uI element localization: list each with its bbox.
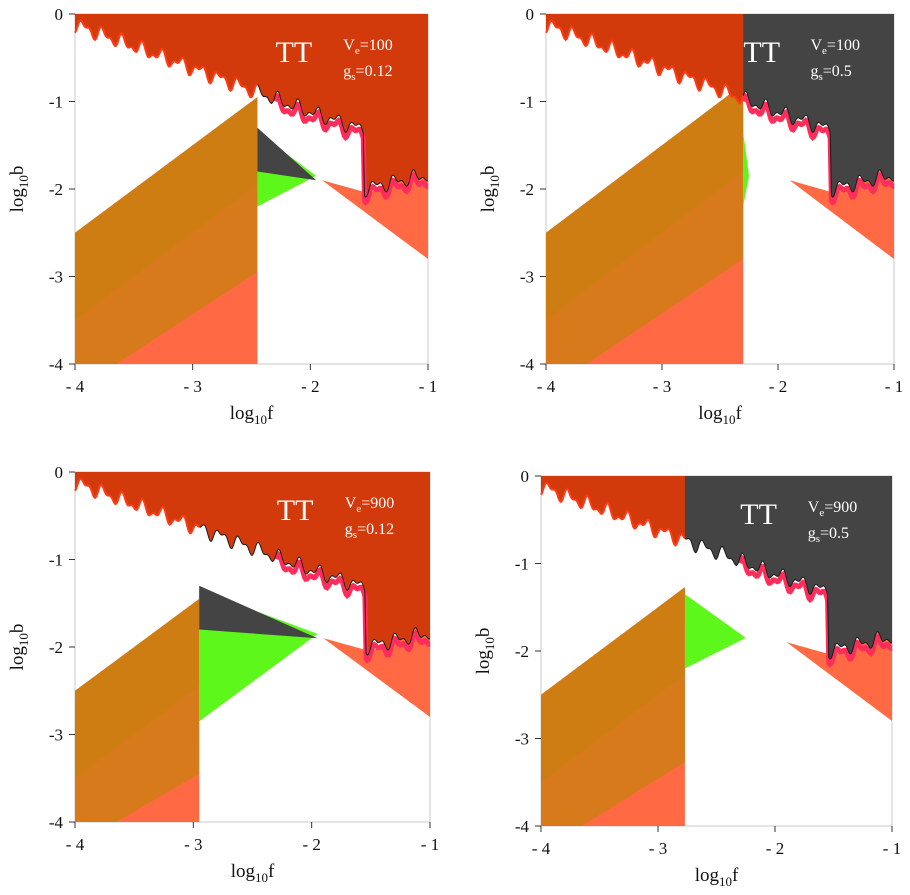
ve-annotation: Ve=900 [345, 495, 394, 515]
x-tick-label: - 3 [183, 377, 201, 396]
diagonal-band-lower [541, 674, 685, 826]
pink-edge [740, 92, 895, 206]
diagonal-band [541, 587, 685, 783]
tt-region [75, 472, 430, 656]
x-axis-label: log10f [698, 403, 742, 427]
diagonal-band-lower [546, 171, 744, 364]
y-tick-label: -3 [49, 726, 63, 745]
tt-rough-edge [74, 477, 200, 535]
y-axis-label: log10b [478, 166, 502, 213]
tt-rough-edge [540, 481, 686, 547]
chart-panel-top-left: - 4- 3- 2- 10-1-2-3-4log10flog10bTTTTTVe… [7, 5, 437, 427]
y-tick-label: -3 [520, 268, 534, 287]
ttt-label: TTT [574, 572, 629, 605]
y-tick-label: 0 [521, 467, 530, 486]
x-tick-label: - 1 [421, 835, 439, 854]
green-region [684, 594, 746, 669]
boundary-line [742, 90, 895, 198]
y-tick-label: -2 [515, 642, 529, 661]
y-tick-label: -4 [515, 817, 530, 836]
x-axis-label: log10f [695, 865, 739, 889]
tt-region [75, 14, 428, 198]
x-tick-label: - 2 [769, 377, 787, 396]
y-tick-label: -1 [520, 93, 534, 112]
y-tick-label: -2 [49, 638, 63, 657]
y-axis-label: log10b [7, 624, 31, 671]
x-tick-label: - 3 [184, 835, 202, 854]
x-axis-label: log10f [230, 403, 274, 427]
y-tick-label: 0 [526, 5, 535, 24]
ve-annotation: Ve=100 [343, 37, 392, 57]
pink-edge [273, 550, 431, 664]
x-tick-label: - 4 [66, 377, 85, 396]
tt-label: TT [743, 36, 780, 69]
dark-region [743, 14, 894, 198]
y-tick-label: -4 [49, 813, 64, 832]
y-tick-label: -2 [49, 180, 63, 199]
diagonal-band [546, 84, 744, 321]
gs-annotation: gs=0.5 [808, 525, 849, 545]
boundary-line [199, 524, 431, 656]
x-axis-label: log10f [231, 861, 275, 885]
ttt-label: TTT [108, 110, 163, 143]
y-tick-label: -1 [515, 555, 529, 574]
tt-label: TT [277, 494, 314, 527]
dark-region [199, 585, 318, 639]
gs-annotation: gs=0.5 [810, 63, 851, 83]
diagonal-band-lower [75, 184, 258, 364]
x-tick-label: - 1 [885, 377, 903, 396]
pink-edge [272, 92, 429, 206]
boundary-line [256, 84, 429, 198]
y-tick-label: -4 [49, 355, 64, 374]
diagonal-band-lower [75, 686, 200, 822]
y-tick-label: -1 [49, 93, 63, 112]
boundary-line [684, 537, 893, 660]
y-tick-label: -3 [515, 730, 529, 749]
tt-rough-edge [545, 19, 745, 105]
ve-annotation: Ve=900 [808, 499, 857, 519]
y-tick-label: -4 [520, 355, 535, 374]
tt-rough-edge [74, 19, 258, 99]
gs-annotation: gs=0.12 [343, 63, 392, 83]
dark-region [684, 476, 892, 660]
y-axis-label: log10b [7, 166, 31, 213]
x-tick-label: - 2 [301, 377, 319, 396]
chart-panel-bottom-left: - 4- 3- 2- 10-1-2-3-4log10flog10bTTTTTVe… [7, 463, 439, 885]
y-tick-label: -2 [520, 180, 534, 199]
x-tick-label: - 1 [883, 839, 901, 858]
x-tick-label: - 3 [649, 839, 667, 858]
green-region [743, 132, 749, 207]
y-tick-label: 0 [55, 463, 64, 482]
x-tick-label: - 3 [653, 377, 671, 396]
ve-annotation: Ve=100 [810, 37, 859, 57]
y-tick-label: -3 [49, 268, 63, 287]
ttt-label: TTT [108, 568, 163, 601]
x-tick-label: - 1 [419, 377, 437, 396]
y-axis-label: log10b [473, 628, 497, 675]
pink-edge [737, 554, 893, 668]
tt-label: TT [276, 36, 313, 69]
x-tick-label: - 4 [66, 835, 85, 854]
dark-region [257, 127, 317, 181]
x-tick-label: - 2 [766, 839, 784, 858]
tt-label: TT [740, 498, 777, 531]
chart-panel-top-right: - 4- 3- 2- 10-1-2-3-4log10flog10bTTTTTVe… [478, 5, 903, 427]
x-tick-label: - 2 [302, 835, 320, 854]
ttt-label: TTT [579, 110, 634, 143]
diagonal-band [75, 598, 200, 779]
diagonal-band [75, 97, 258, 321]
y-tick-label: 0 [55, 5, 64, 24]
gs-annotation: gs=0.12 [345, 521, 394, 541]
x-tick-label: - 4 [537, 377, 556, 396]
y-tick-label: -1 [49, 551, 63, 570]
chart-panel-bottom-right: - 4- 3- 2- 10-1-2-3-4log10flog10bTTTTTVe… [473, 467, 901, 889]
x-tick-label: - 4 [532, 839, 551, 858]
